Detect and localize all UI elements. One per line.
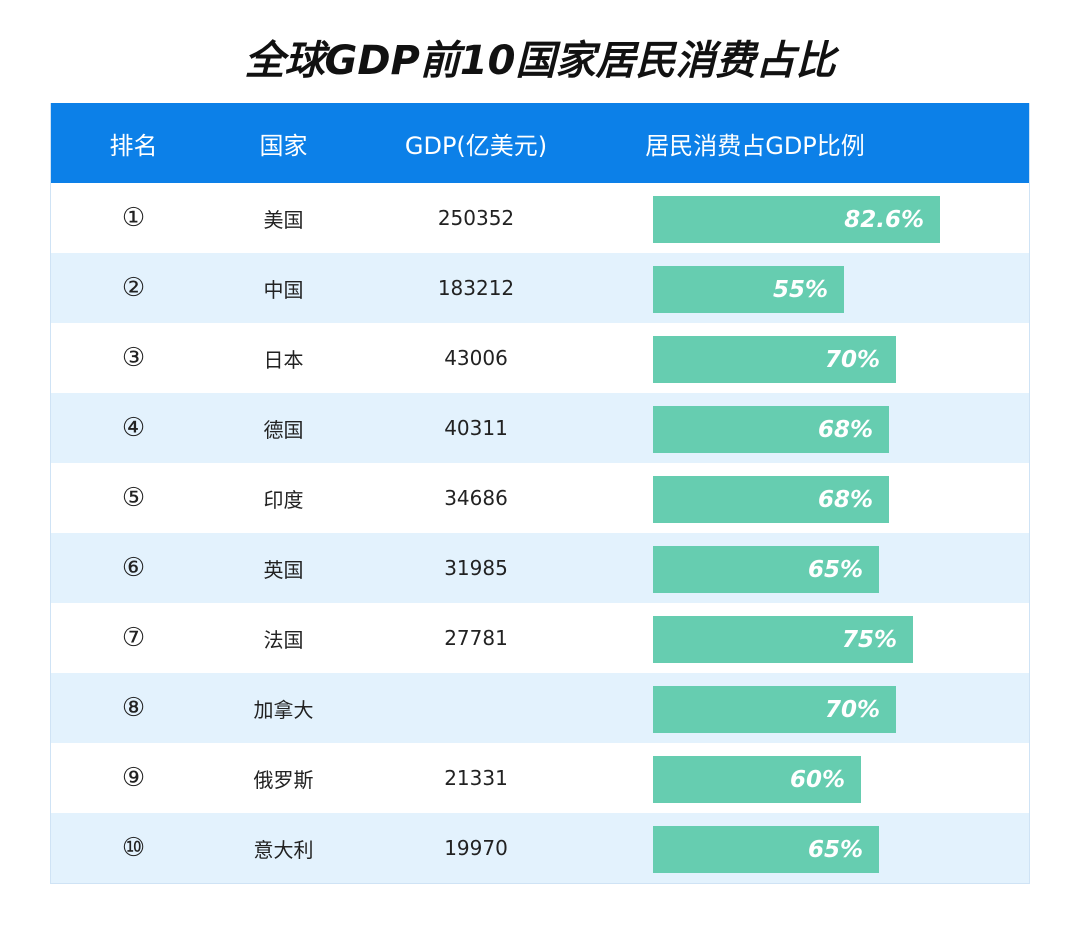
rank-cell: ⑨ [121,763,146,793]
rank-cell: ① [121,203,146,233]
rank-cell: ⑦ [121,623,146,653]
ratio-cell: 75% [601,603,1029,673]
ratio-label: 60% [789,766,845,793]
gdp-consumption-table: 排名 国家 GDP(亿美元) 居民消费占GDP比例 ① 美国 250352 82.6%… [50,103,1030,884]
country-cell: 加拿大 [253,697,314,722]
header-country: 国家 [259,131,308,160]
country-cell: 意大利 [253,837,314,862]
header-gdp: GDP(亿美元) [404,131,548,160]
country-cell: 英国 [263,557,304,582]
ratio-label: 75% [841,626,897,653]
table-row: ⑧ 加拿大 70% [51,673,1029,743]
table-row: ⑨ 俄罗斯 21331 60% [51,743,1029,813]
rank-cell: ⑩ [121,833,146,863]
ratio-cell: 68% [601,393,1029,463]
ratio-label: 68% [817,416,873,443]
country-cell: 中国 [263,277,304,302]
gdp-cell: 250352 [437,206,515,230]
ratio-cell: 82.6% [601,183,1029,253]
ratio-bar: 70% [653,686,896,733]
rank-cell: ③ [121,343,146,373]
ratio-bar: 70% [653,336,896,383]
ratio-bar: 65% [653,546,879,593]
ratio-bar: 55% [653,266,844,313]
gdp-cell: 43006 [444,346,508,370]
ratio-cell: 68% [601,463,1029,533]
ratio-label: 65% [807,556,863,583]
ratio-cell: 70% [601,673,1029,743]
rank-cell: ⑤ [121,483,146,513]
header-ratio: 居民消费占GDP比例 [645,131,865,160]
page-title: 全球GDP前10国家居民消费占比 [244,38,836,84]
rank-cell: ④ [121,413,146,443]
country-cell: 美国 [263,207,304,232]
gdp-cell: 40311 [444,416,508,440]
ratio-cell: 65% [601,813,1029,883]
ratio-label: 82.6% [844,206,924,233]
gdp-cell: 27781 [444,626,508,650]
ratio-bar: 68% [653,476,889,523]
gdp-cell: 21331 [444,766,508,790]
ratio-cell: 60% [601,743,1029,813]
table-header: 排名 国家 GDP(亿美元) 居民消费占GDP比例 [51,103,1029,183]
table-row: ④ 德国 40311 68% [51,393,1029,463]
country-cell: 日本 [263,347,304,372]
ratio-bar: 68% [653,406,889,453]
table-row: ③ 日本 43006 70% [51,323,1029,393]
table-row: ① 美国 250352 82.6% [51,183,1029,253]
rank-cell: ⑥ [121,553,146,583]
table-row: ⑩ 意大利 19970 65% [51,813,1029,883]
ratio-bar: 82.6% [653,196,940,243]
ratio-bar: 75% [653,616,913,663]
table-body: ① 美国 250352 82.6% ② 中国 183212 55% ③ 日本 43006 70% ④ 德国… [51,183,1029,883]
ratio-bar: 60% [653,756,861,803]
table-row: ② 中国 183212 55% [51,253,1029,323]
ratio-label: 68% [817,486,873,513]
gdp-cell: 183212 [437,276,515,300]
table-row: ⑥ 英国 31985 65% [51,533,1029,603]
rank-cell: ② [121,273,146,303]
ratio-cell: 70% [601,323,1029,393]
table-row: ⑤ 印度 34686 68% [51,463,1029,533]
ratio-cell: 55% [601,253,1029,323]
ratio-label: 70% [824,346,880,373]
gdp-cell: 31985 [444,556,508,580]
country-cell: 德国 [263,417,304,442]
ratio-cell: 65% [601,533,1029,603]
header-rank: 排名 [109,131,158,160]
gdp-cell: 19970 [444,836,508,860]
table-row: ⑦ 法国 27781 75% [51,603,1029,673]
ratio-label: 70% [824,696,880,723]
ratio-bar: 65% [653,826,879,873]
ratio-label: 65% [807,836,863,863]
country-cell: 俄罗斯 [253,767,314,792]
rank-cell: ⑧ [121,693,146,723]
gdp-cell: 34686 [444,486,508,510]
country-cell: 印度 [263,487,304,512]
ratio-label: 55% [772,276,828,303]
country-cell: 法国 [263,627,304,652]
